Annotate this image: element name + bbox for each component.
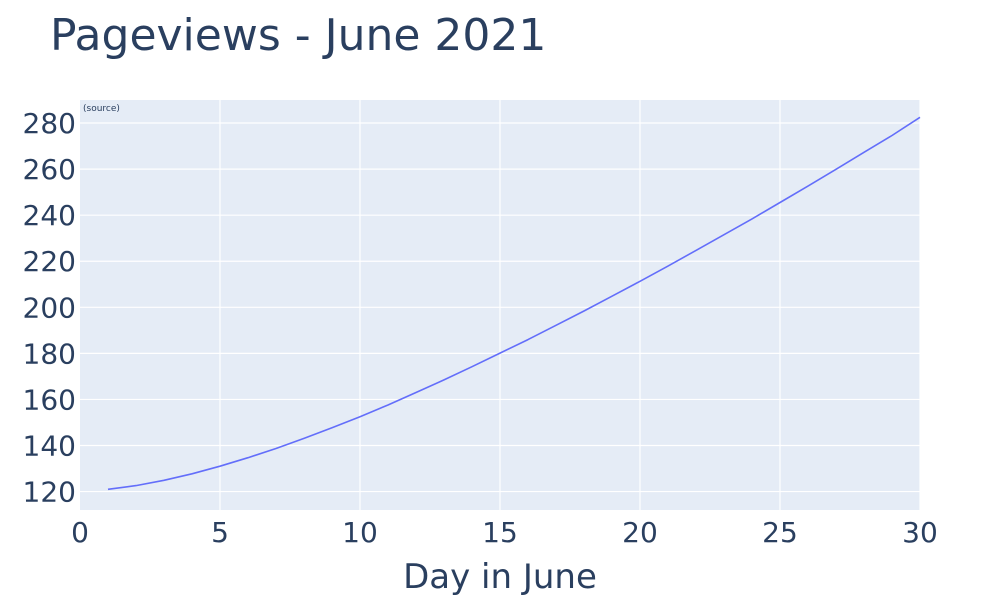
data-point[interactable] (440, 376, 448, 384)
data-point[interactable] (412, 389, 420, 397)
y-tick-label: 260 (23, 153, 76, 186)
source-annotation[interactable]: (source) (83, 104, 120, 114)
y-tick-labels: 120 140 160 180 200 220 240 260 280 (23, 107, 76, 509)
x-tick-labels: 0 5 10 15 20 25 30 (71, 516, 938, 549)
data-point[interactable] (216, 462, 224, 470)
series-layer (104, 113, 924, 493)
data-point[interactable] (832, 165, 840, 173)
data-point[interactable] (104, 485, 112, 493)
data-point[interactable] (160, 476, 168, 484)
data-point[interactable] (496, 349, 504, 357)
y-tick-label: 120 (23, 476, 76, 509)
chart-title: Pageviews - June 2021 (50, 10, 546, 61)
data-point[interactable] (524, 336, 532, 344)
data-point[interactable] (692, 246, 700, 254)
x-axis-title: Day in June (403, 557, 597, 597)
y-tick-label: 160 (23, 383, 76, 416)
data-point[interactable] (468, 363, 476, 371)
y-tick-label: 220 (23, 245, 76, 278)
series-line[interactable] (107, 116, 921, 491)
data-point[interactable] (328, 424, 336, 432)
data-point[interactable] (132, 482, 140, 490)
y-tick-label: 140 (23, 430, 76, 463)
data-point[interactable] (664, 262, 672, 270)
data-point[interactable] (244, 454, 252, 462)
data-point[interactable] (188, 470, 196, 478)
data-point[interactable] (636, 277, 644, 285)
y-tick-label: 240 (23, 199, 76, 232)
x-tick-label: 10 (342, 516, 378, 549)
y-tick-label: 280 (23, 107, 76, 140)
data-point[interactable] (580, 307, 588, 315)
x-tick-label: 25 (762, 516, 798, 549)
x-gridlines (219, 100, 921, 510)
x-tick-label: 30 (902, 516, 938, 549)
x-tick-label: 0 (71, 516, 89, 549)
x-tick-label: 5 (211, 516, 229, 549)
data-point[interactable] (720, 231, 728, 239)
data-point[interactable] (748, 215, 756, 223)
data-point[interactable] (916, 113, 924, 121)
data-point[interactable] (888, 131, 896, 139)
y-tick-label: 180 (23, 337, 76, 370)
x-tick-label: 20 (622, 516, 658, 549)
y-tick-label: 200 (23, 291, 76, 324)
data-point[interactable] (356, 413, 364, 421)
x-tick-label: 15 (482, 516, 518, 549)
data-point[interactable] (300, 434, 308, 442)
data-point[interactable] (860, 148, 868, 156)
data-point[interactable] (272, 445, 280, 453)
data-point[interactable] (776, 199, 784, 207)
data-point[interactable] (804, 182, 812, 190)
data-point[interactable] (552, 321, 560, 329)
data-point[interactable] (384, 401, 392, 409)
data-point[interactable] (608, 292, 616, 300)
